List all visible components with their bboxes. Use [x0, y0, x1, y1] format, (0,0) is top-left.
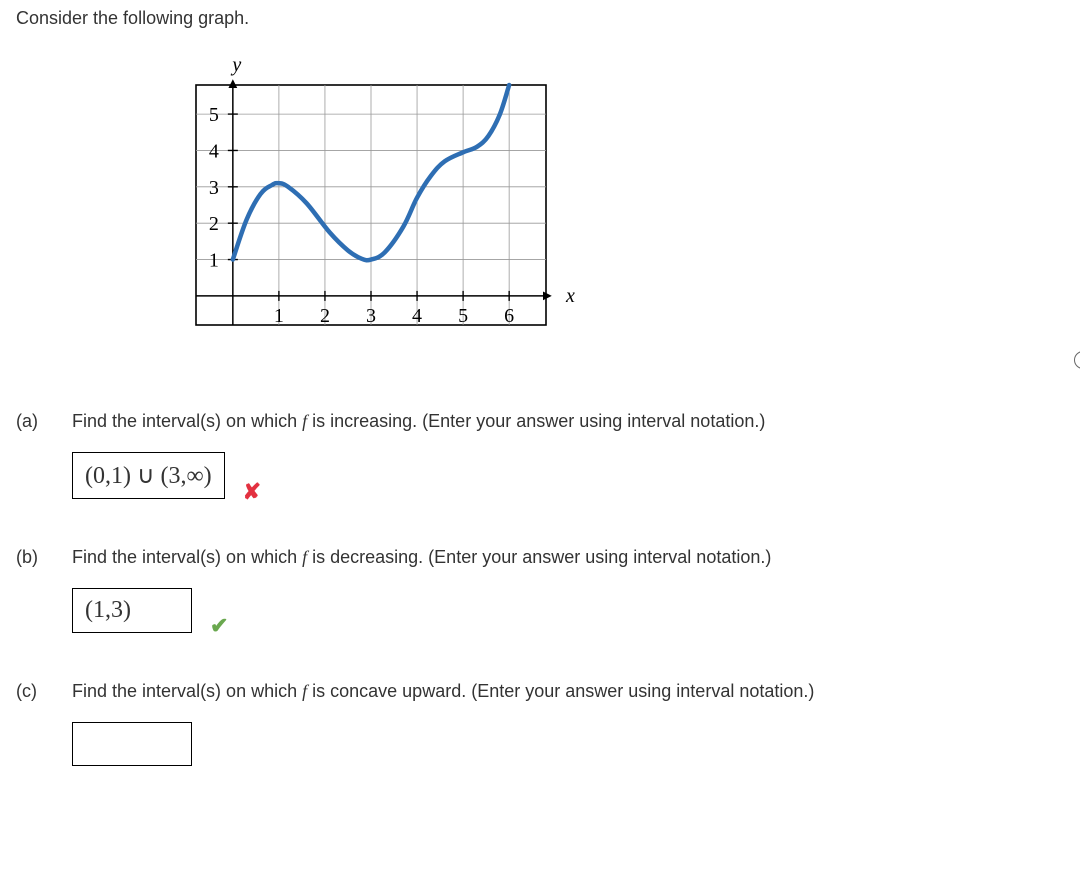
- svg-text:2: 2: [320, 305, 330, 327]
- svg-text:3: 3: [366, 305, 376, 327]
- svg-text:5: 5: [209, 104, 219, 126]
- answer-input[interactable]: (0,1) ∪ (3,∞): [72, 452, 225, 499]
- question-text: Find the interval(s) on which f is incre…: [72, 411, 1064, 432]
- question-text: Find the interval(s) on which f is decre…: [72, 547, 1064, 568]
- incorrect-icon: ✘: [243, 479, 261, 505]
- question-b: (b)Find the interval(s) on which f is de…: [16, 547, 1064, 633]
- question-label: (c): [16, 681, 72, 702]
- question-label: (b): [16, 547, 72, 568]
- answer-input[interactable]: (1,3): [72, 588, 192, 633]
- question-c: (c)Find the interval(s) on which f is co…: [16, 681, 1064, 766]
- questions-container: (a)Find the interval(s) on which f is in…: [16, 411, 1064, 766]
- svg-text:6: 6: [504, 305, 514, 327]
- svg-text:4: 4: [209, 140, 219, 162]
- svg-text:y: y: [230, 54, 241, 76]
- svg-text:5: 5: [458, 305, 468, 327]
- question-a: (a)Find the interval(s) on which f is in…: [16, 411, 1064, 499]
- question-text: Find the interval(s) on which f is conca…: [72, 681, 1064, 702]
- graph-svg: 1 2 3 4 5 6 1 2 3 4 5 y x: [136, 45, 576, 375]
- svg-text:1: 1: [274, 305, 284, 327]
- svg-text:2: 2: [209, 213, 219, 235]
- svg-text:3: 3: [209, 177, 219, 199]
- answer-input[interactable]: [72, 722, 192, 766]
- correct-icon: ✔: [210, 613, 228, 639]
- svg-text:1: 1: [209, 250, 219, 272]
- graph-container: 12345612345yx i: [136, 45, 1064, 375]
- svg-text:4: 4: [412, 305, 422, 327]
- intro-text: Consider the following graph.: [16, 8, 1064, 29]
- svg-text:x: x: [565, 285, 575, 307]
- info-icon[interactable]: i: [1074, 351, 1080, 369]
- question-label: (a): [16, 411, 72, 432]
